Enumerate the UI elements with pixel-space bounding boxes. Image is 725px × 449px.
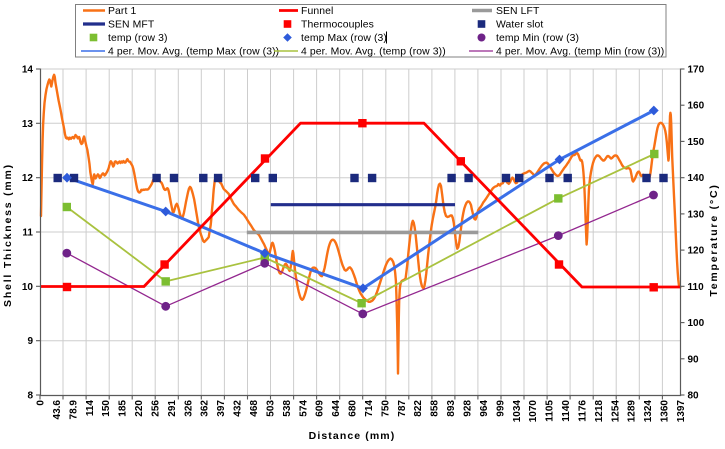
svg-text:1397: 1397 [676,400,687,423]
svg-text:temp Max (row (3): temp Max (row (3) [301,33,387,44]
svg-text:4 per. Mov. Avg. (temp Min (ro: 4 per. Mov. Avg. (temp Min (row (3)) [496,47,664,58]
svg-text:temp Min (row (3): temp Min (row (3) [496,33,579,44]
svg-text:13: 13 [22,119,34,130]
svg-text:1324: 1324 [643,400,654,423]
svg-text:8: 8 [27,391,33,402]
svg-text:893: 893 [446,400,457,417]
svg-text:Thermocouples: Thermocouples [301,20,374,31]
svg-text:1218: 1218 [594,400,605,423]
svg-text:185: 185 [118,400,129,417]
svg-text:150: 150 [101,400,112,417]
svg-text:1105: 1105 [545,400,556,422]
svg-text:787: 787 [397,400,408,417]
svg-text:120: 120 [688,246,705,257]
svg-text:644: 644 [331,400,342,417]
svg-text:100: 100 [688,318,705,329]
svg-text:822: 822 [413,400,424,417]
svg-text:Funnel: Funnel [301,6,333,17]
svg-text:326: 326 [183,400,194,417]
svg-text:Temperature (°C): Temperature (°C) [708,183,720,296]
svg-text:0: 0 [36,400,47,406]
svg-text:110: 110 [688,282,705,293]
svg-text:4 per. Mov. Avg. (temp (row 3): 4 per. Mov. Avg. (temp (row 3)) [301,47,446,58]
svg-text:1360: 1360 [660,400,671,423]
svg-text:80: 80 [688,391,700,402]
svg-text:1176: 1176 [578,400,589,422]
svg-text:858: 858 [430,400,441,417]
svg-text:114: 114 [85,400,96,417]
svg-text:Part 1: Part 1 [108,6,136,17]
svg-text:928: 928 [463,400,474,417]
svg-text:714: 714 [364,400,375,417]
svg-text:1070: 1070 [528,400,539,423]
svg-text:Shell Thickness (mm): Shell Thickness (mm) [2,163,14,307]
svg-text:397: 397 [216,400,227,417]
svg-text:538: 538 [282,400,293,417]
svg-text:9: 9 [27,336,33,347]
svg-text:170: 170 [688,65,705,76]
svg-text:291: 291 [167,400,178,417]
svg-text:220: 220 [134,400,145,417]
svg-text:150: 150 [688,137,705,148]
svg-text:140: 140 [688,173,705,184]
svg-text:43.6: 43.6 [52,400,63,420]
svg-text:609: 609 [315,400,326,417]
svg-text:468: 468 [249,400,260,417]
svg-text:999: 999 [495,400,506,417]
svg-text:1289: 1289 [627,400,638,423]
svg-text:130: 130 [688,209,705,220]
svg-text:4 per. Mov. Avg. (temp Max (ro: 4 per. Mov. Avg. (temp Max (row (3)) [108,47,279,58]
svg-text:964: 964 [479,400,490,417]
svg-text:574: 574 [298,400,309,417]
svg-text:256: 256 [151,400,162,417]
svg-text:503: 503 [265,400,276,417]
svg-text:temp (row 3): temp (row 3) [108,33,168,44]
svg-text:362: 362 [200,400,211,417]
svg-text:90: 90 [688,354,700,365]
svg-text:160: 160 [688,101,705,112]
svg-text:SEN LFT: SEN LFT [496,6,540,17]
svg-text:1254: 1254 [610,400,621,423]
svg-text:1140: 1140 [561,400,572,422]
svg-text:680: 680 [348,400,359,417]
svg-text:432: 432 [233,400,244,417]
svg-text:11: 11 [22,228,33,239]
svg-text:Water slot: Water slot [496,20,543,31]
svg-text:SEN MFT: SEN MFT [108,20,155,31]
svg-text:12: 12 [22,173,34,184]
svg-text:1034: 1034 [512,400,523,423]
svg-text:750: 750 [380,400,391,417]
svg-text:Distance (mm): Distance (mm) [309,430,396,442]
svg-text:78.9: 78.9 [68,400,79,420]
svg-text:10: 10 [22,282,34,293]
svg-text:14: 14 [22,65,34,76]
